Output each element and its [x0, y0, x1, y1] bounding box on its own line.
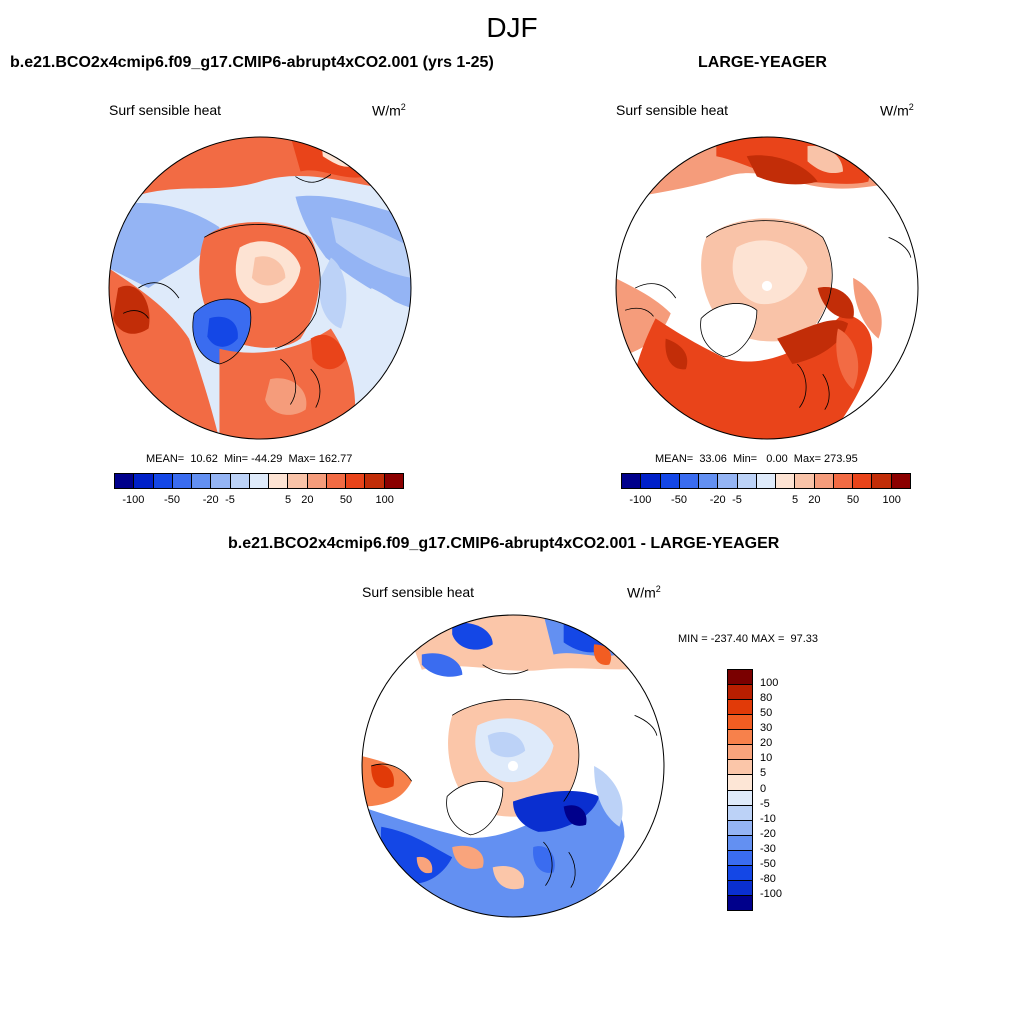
colorbar-tick-label: 100 — [375, 494, 394, 506]
colorbar-tick-label: -100 — [122, 494, 145, 506]
colorbar-swatch — [365, 473, 385, 489]
top-left-stats: MEAN= 10.62 Min= -44.29 Max= 162.77 — [146, 453, 353, 465]
colorbar-tick-label: 50 — [760, 707, 773, 720]
colorbar-swatch — [727, 864, 753, 881]
top-right-case-title: LARGE-YEAGER — [698, 54, 827, 71]
top-left-colorbar — [114, 473, 404, 489]
colorbar-tick-label: 100 — [882, 494, 901, 506]
colorbar-swatch — [727, 729, 753, 746]
colorbar-swatch — [727, 879, 753, 896]
colorbar-tick-label: 50 — [339, 494, 353, 506]
bottom-variable-label: Surf sensible heat — [362, 584, 475, 600]
top-right-colorbar-labels: -100 -50 -20 -5 5 20 50 100 — [621, 494, 911, 508]
bottom-stats: MIN = -237.40 MAX = 97.33 — [678, 633, 819, 645]
colorbar-tick-label: 0 — [760, 782, 767, 795]
colorbar-tick-label: -50 — [760, 857, 776, 870]
colorbar-tick-label: 20 — [760, 737, 773, 750]
colorbar-tick-label: -5 — [760, 797, 770, 810]
colorbar-tick-label: 100 — [760, 677, 779, 690]
colorbar-tick-label: 10 — [760, 752, 773, 765]
colorbar-swatch — [641, 473, 661, 489]
colorbar-swatch — [814, 473, 834, 489]
colorbar-swatch — [727, 774, 753, 791]
colorbar-swatch — [727, 759, 753, 776]
colorbar-tick-label: -5 — [225, 494, 235, 506]
top-right-stats: MEAN= 33.06 Min= 0.00 Max= 273.95 — [655, 453, 858, 465]
colorbar-swatch — [727, 699, 753, 716]
top-left-variable-label: Surf sensible heat — [109, 102, 222, 118]
top-left-colorbar-labels: -100 -50 -20 -5 5 20 50 100 — [114, 494, 404, 508]
colorbar-swatch — [153, 473, 173, 489]
colorbar-swatch — [833, 473, 854, 489]
colorbar-swatch — [727, 684, 753, 701]
colorbar-swatch — [795, 473, 815, 489]
colorbar-swatch — [737, 473, 757, 489]
colorbar-swatch — [853, 473, 873, 489]
colorbar-swatch — [727, 819, 753, 836]
colorbar-swatch — [307, 473, 327, 489]
colorbar-swatch — [211, 473, 231, 489]
colorbar-swatch — [134, 473, 154, 489]
colorbar-swatch — [269, 473, 289, 489]
colorbar-swatch — [679, 473, 700, 489]
colorbar-swatch — [621, 473, 642, 489]
colorbar-tick-label: -100 — [760, 887, 783, 900]
colorbar-tick-label: -20 — [709, 494, 726, 506]
colorbar-tick-label: 5 — [284, 494, 292, 506]
colorbar-swatch — [776, 473, 796, 489]
colorbar-swatch — [660, 473, 680, 489]
top-right-variable-label: Surf sensible heat — [616, 102, 729, 118]
colorbar-swatch — [249, 473, 270, 489]
colorbar-swatch — [727, 834, 753, 851]
bottom-colorbar-labels: 100 80 50 30 20 10 5 0 -5 -10 -20 -30 -50 -80 -100 — [760, 669, 800, 910]
colorbar-tick-label: -50 — [164, 494, 180, 506]
colorbar-tick-label: 20 — [808, 494, 821, 506]
colorbar-swatch — [384, 473, 404, 489]
colorbar-swatch — [172, 473, 193, 489]
colorbar-swatch — [891, 473, 911, 489]
top-left-case-title: b.e21.BCO2x4cmip6.f09_g17.CMIP6-abrupt4x… — [10, 54, 494, 71]
colorbar-tick-label: 80 — [760, 692, 773, 705]
colorbar-tick-label: -80 — [760, 872, 776, 885]
colorbar-swatch — [727, 669, 753, 686]
top-left-units: W/m2 — [372, 102, 406, 119]
top-right-polar-map — [615, 136, 919, 440]
colorbar-swatch — [727, 894, 753, 911]
top-left-polar-map — [108, 136, 412, 440]
colorbar-tick-label: -10 — [760, 812, 776, 825]
colorbar-tick-label: 5 — [760, 767, 767, 780]
colorbar-tick-label: 50 — [846, 494, 860, 506]
colorbar-swatch — [114, 473, 135, 489]
colorbar-swatch — [727, 744, 753, 761]
colorbar-swatch — [699, 473, 719, 489]
colorbar-swatch — [230, 473, 250, 489]
bottom-units: W/m2 — [627, 584, 661, 601]
colorbar-tick-label: -100 — [629, 494, 652, 506]
colorbar-tick-label: -50 — [671, 494, 687, 506]
colorbar-tick-label: -20 — [202, 494, 219, 506]
bottom-colorbar — [727, 669, 753, 911]
bottom-polar-map — [361, 614, 665, 918]
colorbar-swatch — [718, 473, 738, 489]
colorbar-tick-label: 30 — [760, 722, 773, 735]
top-right-colorbar — [621, 473, 911, 489]
colorbar-swatch — [192, 473, 212, 489]
colorbar-swatch — [346, 473, 366, 489]
colorbar-swatch — [756, 473, 777, 489]
colorbar-swatch — [727, 849, 753, 866]
colorbar-swatch — [727, 789, 753, 806]
colorbar-swatch — [872, 473, 892, 489]
colorbar-swatch — [288, 473, 308, 489]
colorbar-tick-label: -20 — [760, 827, 776, 840]
colorbar-swatch — [727, 804, 753, 821]
colorbar-tick-label: -30 — [760, 842, 776, 855]
top-right-units: W/m2 — [880, 102, 914, 119]
colorbar-swatch — [326, 473, 347, 489]
colorbar-tick-label: 20 — [301, 494, 314, 506]
colorbar-tick-label: -5 — [732, 494, 742, 506]
figure-title: DJF — [486, 12, 538, 43]
bottom-case-title: b.e21.BCO2x4cmip6.f09_g17.CMIP6-abrupt4x… — [228, 535, 780, 552]
colorbar-swatch — [727, 714, 753, 731]
colorbar-tick-label: 5 — [791, 494, 799, 506]
